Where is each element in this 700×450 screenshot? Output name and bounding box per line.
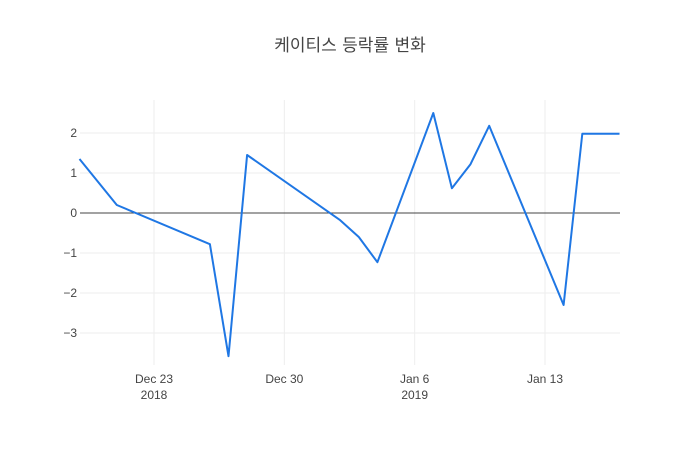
x-tick-label: Jan 6 xyxy=(400,372,430,386)
x-tick-label: Dec 30 xyxy=(265,372,303,386)
y-tick-label: −2 xyxy=(63,286,77,300)
x-tick-label: Jan 13 xyxy=(527,372,563,386)
chart-title: 케이티스 등락률 변화 xyxy=(274,36,426,56)
x-tick-year-label: 2019 xyxy=(401,388,428,402)
y-tick-label: 0 xyxy=(70,206,77,220)
y-tick-label: 2 xyxy=(70,126,77,140)
x-tick-label: Dec 23 xyxy=(135,372,173,386)
y-tick-label: −3 xyxy=(63,326,77,340)
y-tick-label: −1 xyxy=(63,246,77,260)
y-tick-label: 1 xyxy=(70,166,77,180)
x-tick-year-label: 2018 xyxy=(141,388,168,402)
series-line xyxy=(78,112,620,358)
